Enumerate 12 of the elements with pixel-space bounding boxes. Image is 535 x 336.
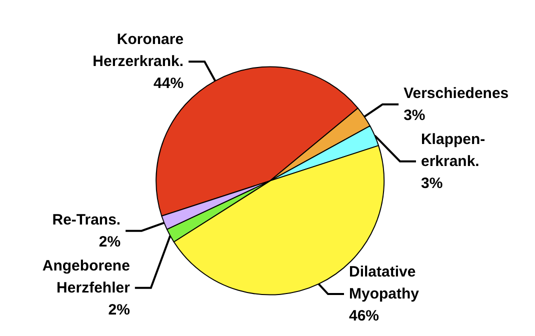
slice-label: Klappen- erkrank.: [420, 130, 486, 170]
slice-label: Angeborene Herzfehler: [42, 257, 130, 296]
data-label: 44%: [154, 75, 184, 92]
slice-label: Re-Trans.: [52, 211, 121, 228]
slice-label: Verschiedenes: [404, 84, 509, 102]
data-label: 2%: [108, 301, 130, 318]
data-label: 46%: [349, 308, 380, 324]
data-label: 3%: [404, 106, 426, 124]
data-label: 3%: [420, 174, 443, 192]
slice-label: Dilatative Myopathy: [349, 264, 420, 302]
data-label: 2%: [98, 233, 121, 250]
slice-label: Koronare Herzerkrank.: [92, 31, 184, 70]
